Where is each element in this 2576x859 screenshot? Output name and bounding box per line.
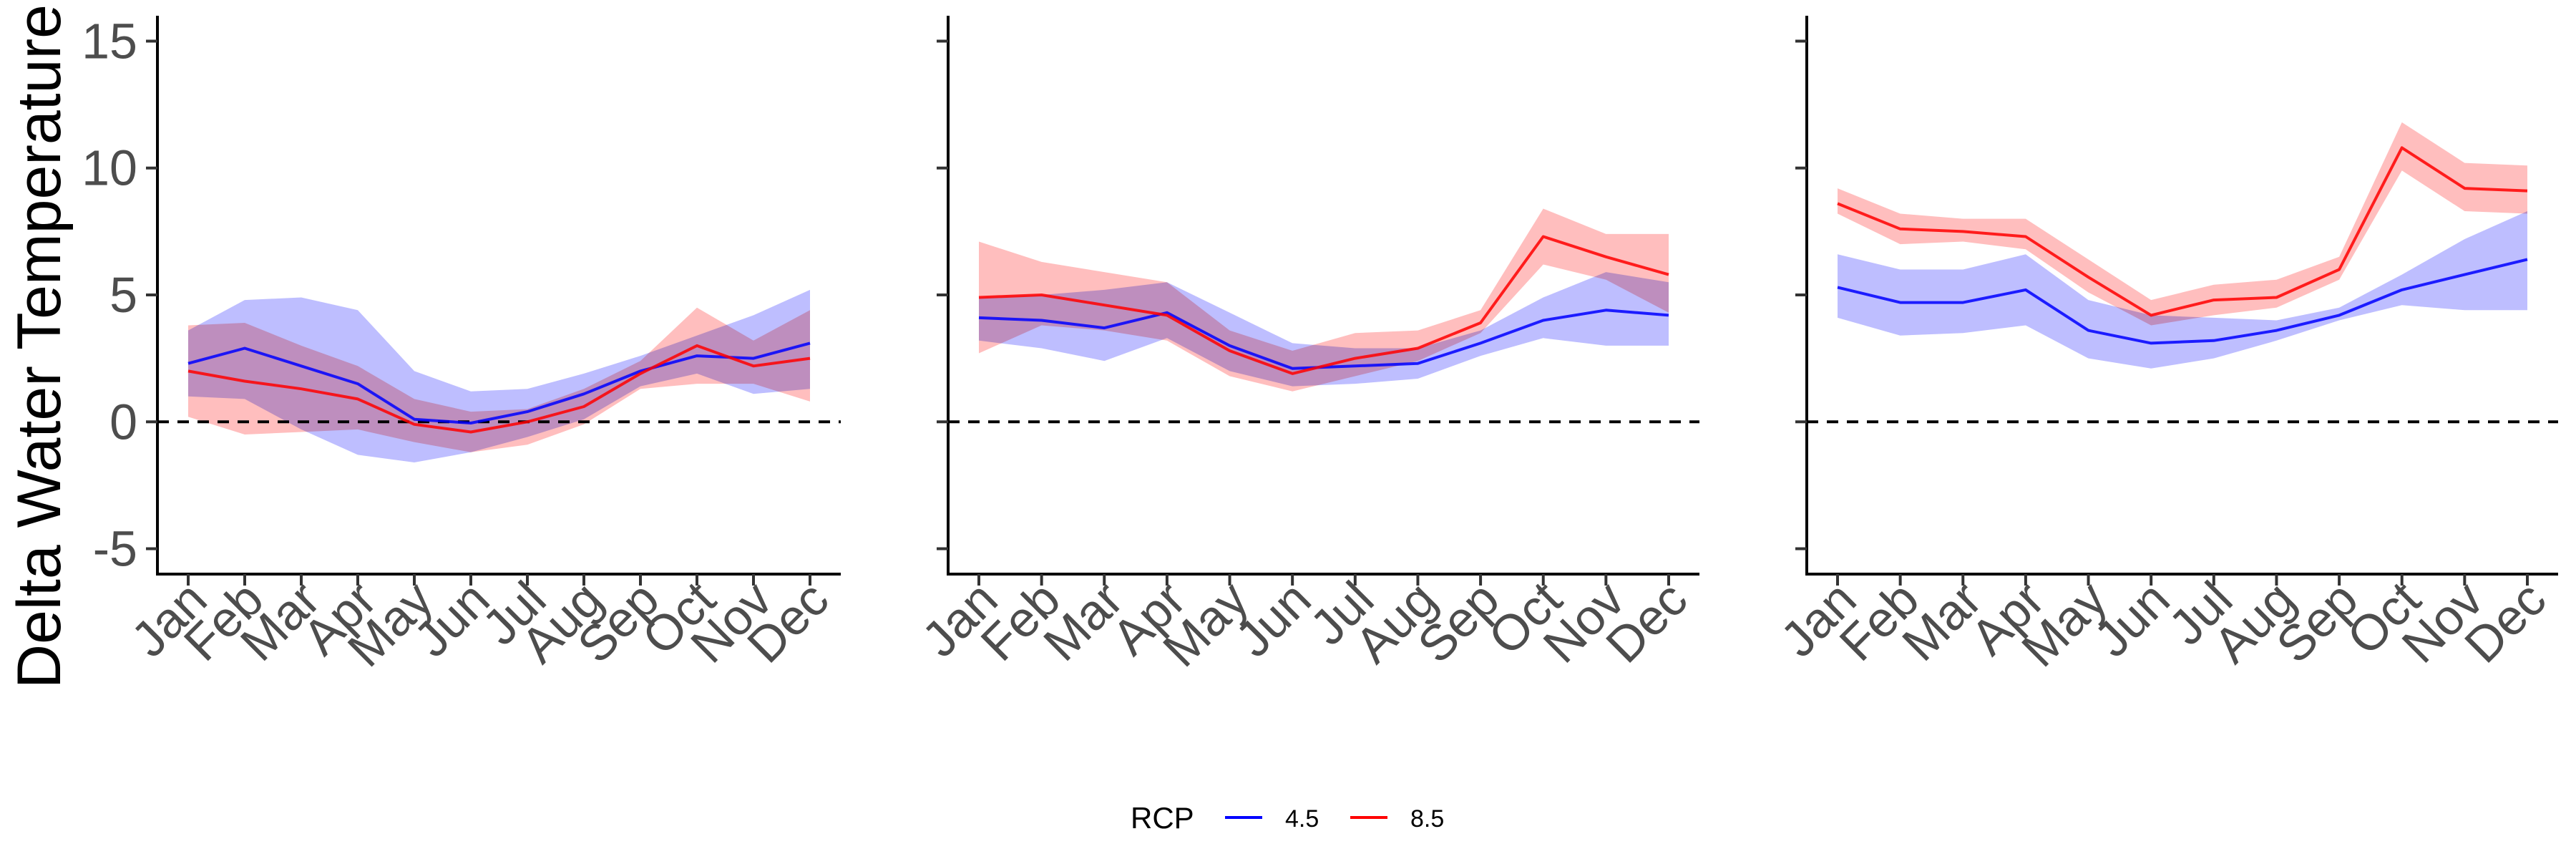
y-tick-label: 5 [109,267,137,323]
legend-label-rcp-85: 8.5 [1410,805,1444,833]
y-axis-title: Delta Water Temperature ( [5,0,74,689]
band-rcp-45-panel-3 [1838,211,2527,369]
y-tick-label: -5 [93,521,137,577]
y-tick-label: 0 [109,394,137,450]
series-line-rcp-45-panel-1 [187,341,811,424]
legend-label-rcp-45: 4.5 [1285,805,1319,833]
panel-1: JanFebMarAprMayJunJulAugSepOctNovDec1510… [82,13,841,677]
y-tick-label: 10 [82,140,137,196]
series-line-rcp-45-panel-3 [1837,258,2528,345]
series-line-rcp-85-panel-3 [1837,146,2528,317]
band-rcp-85-panel-3 [1838,122,2527,326]
band-rcp-85-panel-2 [979,208,1669,392]
band-rcp-85-panel-1 [188,307,810,452]
series-line-rcp-85-panel-1 [187,344,811,434]
y-tick-label: 15 [82,13,137,69]
legend-title: RCP [1131,801,1194,835]
legend: RCP 4.5 8.5 [1131,801,1444,835]
series-line-rcp-85-panel-2 [978,235,1669,375]
